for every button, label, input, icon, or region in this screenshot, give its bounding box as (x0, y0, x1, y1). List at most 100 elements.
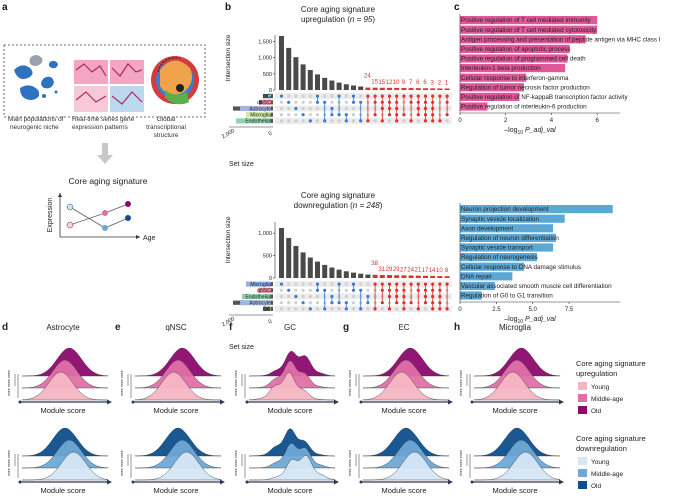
go-term-highlight: Regulation of neurogenesis (461, 254, 538, 261)
red-count-label: 3 (431, 80, 435, 86)
go-up-barchart: Positive regulation of T cell mediated i… (458, 14, 661, 136)
sig-stars: **** (235, 379, 241, 387)
go-term-label: Positive regulation of programmed cell d… (461, 56, 586, 63)
matrix-dot (294, 94, 298, 98)
go-term-label: Neuron projection development (461, 206, 549, 213)
red-count-label: 17 (422, 268, 429, 274)
ridge-up-d: ************Module score (8, 347, 112, 415)
intersection-bar (336, 269, 342, 278)
intersection-bar (444, 88, 450, 90)
sig-stars: **** (349, 379, 355, 387)
go-x-tick-label: 2.5 (492, 307, 501, 313)
matrix-dot (279, 294, 284, 299)
matrix-dot (344, 100, 348, 104)
go-term-highlight: Vascular (461, 283, 487, 290)
ridge-axis-start-icon (131, 480, 135, 484)
matrix-dot (315, 301, 320, 305)
ridge-axis-start-icon (359, 400, 363, 404)
ridge-title: GC (284, 323, 296, 332)
sig-stars: **** (121, 388, 127, 396)
intersection-bar (279, 36, 284, 90)
ridge-down-f: ************Module score (235, 428, 339, 495)
go-bar (460, 253, 538, 262)
go-x-label-post: P_adj_val (523, 127, 556, 134)
intersection-bar (329, 80, 335, 90)
intersection-bar (351, 85, 356, 90)
matrix-dot (330, 282, 334, 286)
go-x-tick-label: 7.5 (565, 307, 574, 313)
intersection-bar (322, 264, 328, 278)
matrix-dot (301, 119, 305, 123)
caption-global-3: structure (154, 132, 179, 139)
matrix-row-bg (275, 281, 452, 288)
intersection-bar (387, 275, 392, 278)
set-label: OG (263, 94, 271, 100)
ridge-axis-arrow-icon (559, 399, 564, 405)
matrix-dot (395, 307, 399, 311)
go-bar (460, 44, 570, 53)
matrix-dot (301, 307, 305, 311)
matrix-dot (344, 288, 348, 292)
matrix-row-bg (275, 117, 452, 124)
sig-stars: **** (8, 379, 14, 387)
ridge-x-label: Module score (492, 486, 537, 495)
go-term-label: Regulation of tumor necrosis factor prod… (461, 84, 590, 91)
intersection-bar (423, 88, 428, 90)
matrix-dot (308, 106, 312, 111)
ridge-x-label: Module score (381, 406, 426, 415)
matrix-dot (409, 307, 413, 311)
ridge-up-e: ************Module score (121, 347, 225, 415)
matrix-dot (287, 282, 291, 286)
set-label: Microglia (250, 113, 271, 119)
set-label: Microglia (250, 282, 271, 288)
go-term-rest: immunity (565, 17, 591, 24)
y-tick-label: 1,000 (258, 231, 272, 237)
set-label-bg (240, 300, 271, 306)
matrix-row-bg (275, 293, 452, 300)
sig-stars: **** (121, 379, 127, 387)
matrix-dot (323, 282, 327, 286)
matrix-dot (330, 100, 334, 104)
matrix-dot (294, 288, 298, 292)
intersection-bar (408, 275, 414, 278)
ridge-density (473, 371, 560, 401)
legend-down-middle: Middle-age (591, 471, 624, 478)
ridge-axis-arrow-icon (107, 399, 112, 405)
matrix-dot (402, 119, 406, 123)
matrix-dot (301, 113, 305, 117)
matrix-dot (315, 106, 320, 111)
go-term-label: Positive regulation of apoptotic process (461, 46, 571, 53)
red-count-label: 15 (378, 80, 385, 86)
matrix-dot (323, 94, 327, 98)
legend-up-swatch-middle (578, 394, 587, 402)
legend-down: Core aging signature downregulation Youn… (576, 434, 646, 490)
go-term-label: Axon development (461, 225, 513, 232)
matrix-dot (287, 288, 291, 292)
ridge-up-g: ************Module score (349, 347, 453, 415)
red-count-label: 29 (386, 267, 393, 273)
red-count-label: 12 (386, 80, 393, 86)
sig-stars: **** (349, 450, 355, 458)
go-term-rest: of NF-kappaB transcription factor activi… (514, 94, 628, 101)
matrix-dot (330, 119, 334, 123)
ridge-density (22, 451, 109, 481)
set-label-bg (246, 281, 271, 287)
intersection-bar (430, 88, 436, 90)
go-bar (460, 54, 568, 63)
legend-up-old: Old (591, 408, 602, 415)
intersection-bar (401, 88, 407, 90)
go-term-highlight: Positive regulation of T cell mediated (461, 17, 565, 24)
sig-stars: **** (460, 459, 466, 467)
red-count-label: 7 (409, 80, 413, 86)
red-count-label: 14 (429, 268, 436, 274)
matrix-dot (279, 113, 284, 117)
go-term-highlight: DNA repair (461, 273, 492, 280)
intersection-bar (300, 64, 306, 90)
set-label-bg (262, 99, 271, 105)
legend-down-young: Young (591, 459, 610, 466)
go-x-tick-label: 6 (595, 118, 599, 124)
matrix-dot (315, 307, 320, 311)
legend-up-middle: Middle-age (591, 396, 624, 403)
legend-up-young: Young (591, 384, 610, 391)
matrix-dot (279, 119, 284, 123)
